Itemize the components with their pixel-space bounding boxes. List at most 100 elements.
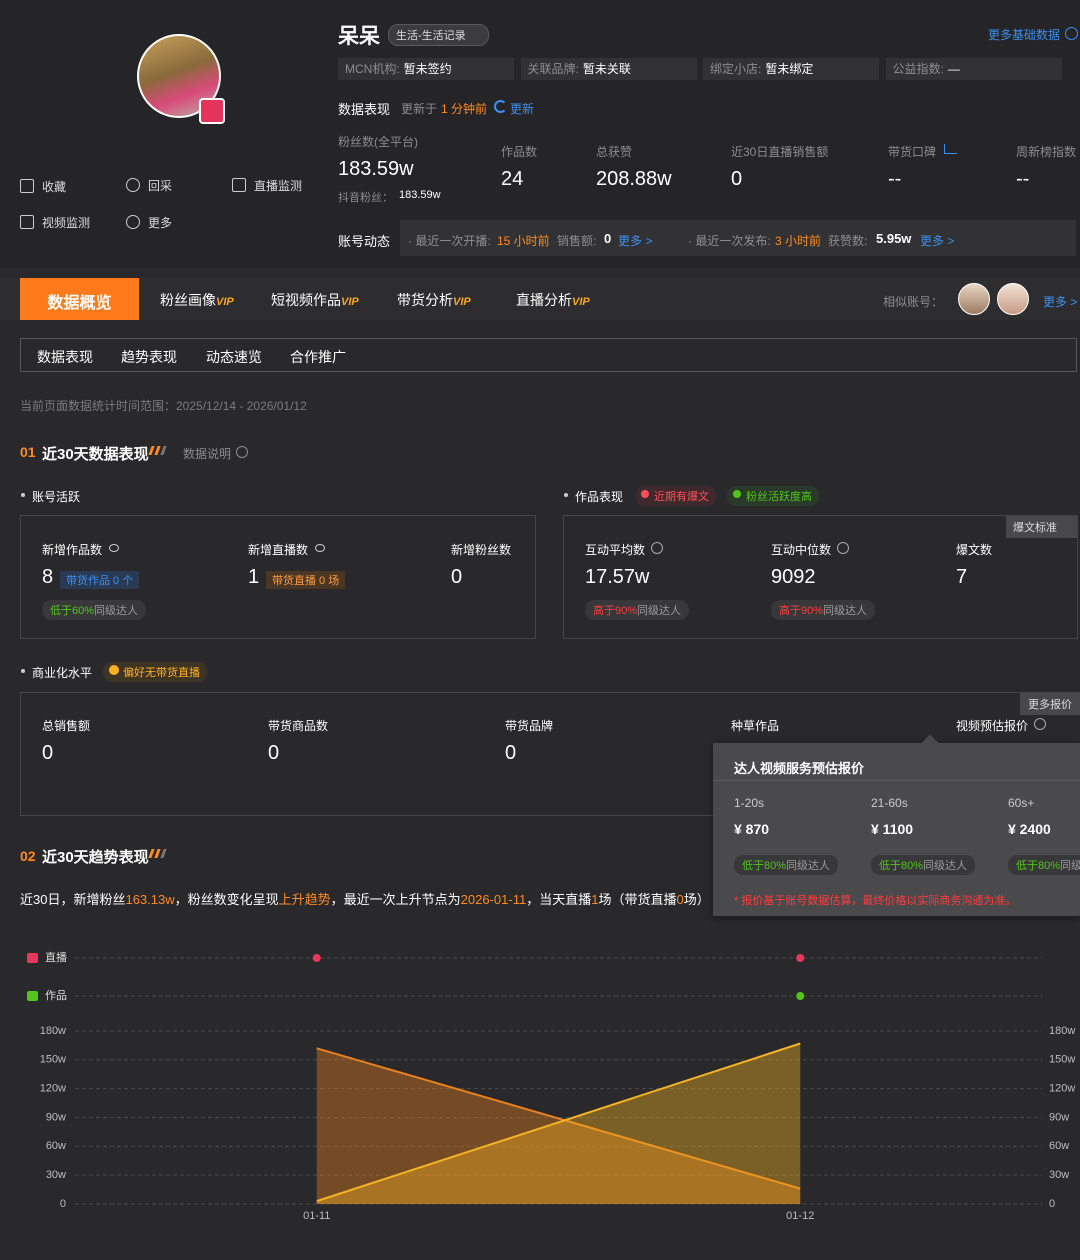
price-range: 21-60s — [871, 796, 908, 810]
help-icon — [236, 446, 248, 458]
popup-divider — [713, 780, 1080, 781]
dynamics-key: · 最近一次发布: — [688, 234, 771, 248]
stat-value: 0 — [731, 168, 743, 190]
tab-label[interactable]: 粉丝画像 — [160, 292, 216, 308]
x-tick-label: 01-11 — [303, 1210, 330, 1222]
card-corner[interactable]: 爆文标准 — [1006, 516, 1077, 538]
subtab[interactable]: 动态速览 — [206, 349, 262, 365]
card — [20, 692, 1080, 816]
stat-label: 周新榜指数 — [1016, 145, 1077, 159]
event-dot — [796, 992, 805, 1000]
info-value: 暂未签约 — [403, 62, 452, 76]
summary-part: 场（带货直播 — [598, 892, 677, 907]
y-tick-label: 0 — [60, 1198, 66, 1210]
y2-tick-label: 150w — [1049, 1054, 1075, 1066]
refresh-button[interactable]: 更新 — [510, 102, 535, 116]
tab-bar — [0, 278, 1080, 320]
subsection-title: 商业化水平 — [32, 666, 93, 680]
summary-part: ，最近一次上升节点为 — [330, 892, 461, 907]
summary-part: 1 — [591, 892, 599, 907]
y-tick-label: 120w — [40, 1083, 66, 1095]
info-value: 暂未绑定 — [765, 62, 814, 76]
summary-part: 近30日，新增粉丝 — [20, 892, 126, 907]
performance-label: 数据表现 — [338, 102, 391, 117]
price-range: 1-20s — [734, 796, 765, 810]
dynamics-label: 账号动态 — [338, 234, 391, 249]
note-text: 同级达人 — [1060, 860, 1080, 872]
metric-label: 新增粉丝数 — [451, 543, 512, 557]
metric-label: 互动中位数 — [771, 543, 832, 557]
metric-value: 1 — [248, 566, 260, 588]
summary-part: 0 — [676, 892, 684, 907]
metric-value: 8 — [42, 566, 54, 588]
vip-badge: VIP — [341, 296, 359, 308]
fans-value: 183.59w — [338, 158, 414, 180]
dynamics-more[interactable]: 更多 > — [920, 234, 955, 248]
tab-label[interactable]: 带货分析 — [397, 292, 453, 308]
stat-label: 作品数 — [501, 145, 538, 159]
dynamics-key: 销售额: — [557, 234, 597, 248]
note-level: 低于80% — [1016, 860, 1061, 872]
tab-active[interactable]: 数据概览 — [20, 278, 139, 320]
action-button[interactable]: 回采 — [148, 179, 173, 193]
tab[interactable]: 短视频作品VIP — [271, 290, 359, 310]
y-tick-label: 60w — [46, 1140, 66, 1152]
note-level: 高于90% — [779, 605, 824, 617]
card-corner[interactable]: 更多报价 — [1020, 693, 1080, 715]
douyin-fans-value: 183.59w — [399, 189, 441, 201]
event-name: 作品 — [45, 989, 67, 1002]
note-text: 同级达人 — [786, 860, 831, 872]
trend-summary: 近30日，新增粉丝163.13w，粉丝数变化呈现上升趋势，最近一次上升节点为20… — [20, 889, 710, 908]
tab[interactable]: 带货分析VIP — [397, 290, 471, 310]
info-value: — — [947, 62, 960, 76]
action-button[interactable]: 直播监测 — [254, 179, 303, 193]
metric-label: 带货商品数 — [268, 719, 329, 733]
y-tick-label: 30w — [46, 1169, 66, 1181]
summary-part: ，粉丝数变化呈现 — [174, 892, 279, 907]
tab[interactable]: 粉丝画像VIP — [160, 290, 234, 310]
dynamics-key: 获赞数: — [828, 234, 868, 248]
metric-badge: 带货作品 0 个 — [60, 571, 140, 589]
metric-value: 0 — [42, 742, 54, 764]
subtab[interactable]: 趋势表现 — [121, 349, 177, 365]
bullet — [21, 493, 25, 497]
y2-tick-label: 90w — [1049, 1111, 1069, 1123]
subsection-title: 作品表现 — [575, 490, 624, 504]
note-text: 同级达人 — [637, 605, 682, 617]
tag-icon — [733, 490, 741, 498]
dynamics-box — [400, 220, 1076, 256]
tab-label[interactable]: 直播分析 — [516, 292, 572, 308]
tag-icon — [641, 490, 649, 498]
similar-avatar — [997, 283, 1029, 315]
similar-avatar — [958, 283, 990, 315]
stat-value: 24 — [501, 168, 524, 190]
more-basic-data[interactable]: 更多基础数据 — [988, 28, 1061, 42]
note-text: 同级达人 — [923, 860, 968, 872]
tab-label[interactable]: 短视频作品 — [271, 292, 341, 308]
note-level: 低于80% — [742, 860, 787, 872]
help-link[interactable]: 数据说明 — [183, 447, 232, 461]
dynamics-key: · 最近一次开播: — [408, 234, 491, 248]
subtab[interactable]: 数据表现 — [37, 349, 93, 365]
y2-tick-label: 0 — [1049, 1198, 1055, 1210]
bullet — [21, 669, 25, 673]
action-button[interactable]: 更多 — [148, 216, 173, 230]
metric-value: 17.57w — [585, 566, 650, 588]
action-button[interactable]: 视频监测 — [42, 216, 91, 230]
similar-more[interactable]: 更多 > — [1043, 295, 1078, 309]
compare-note: 低于60%同级达人 — [42, 600, 147, 620]
info-label: 关联品牌: — [527, 62, 579, 76]
account-name: 呆呆 — [338, 25, 380, 48]
metric-label: 视频预估报价 — [956, 719, 1029, 733]
event-dot — [312, 954, 321, 962]
area-line — [316, 1042, 801, 1203]
update-prefix: 更新于 — [401, 102, 438, 116]
dynamics-more[interactable]: 更多 > — [618, 234, 653, 248]
action-button[interactable]: 收藏 — [42, 180, 67, 194]
subtab[interactable]: 合作推广 — [290, 349, 346, 365]
compare-note: 低于80%同级达人 — [734, 855, 839, 875]
tab[interactable]: 直播分析VIP — [516, 290, 590, 310]
area-fill — [316, 1043, 801, 1204]
tab-label[interactable]: 数据概览 — [47, 295, 112, 312]
action-icon — [20, 215, 34, 229]
